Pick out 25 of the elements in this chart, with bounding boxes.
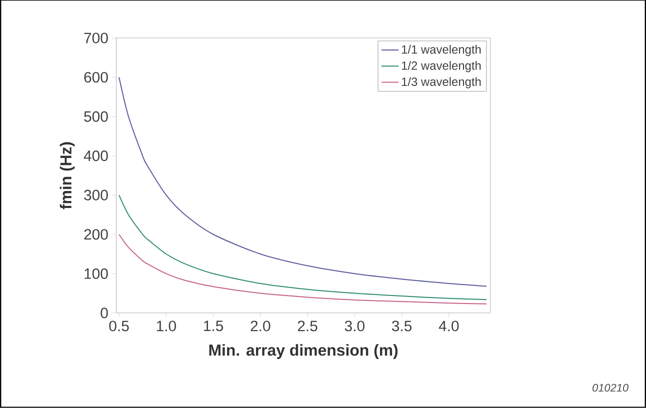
- x-tick-label: 1.5: [204, 320, 224, 332]
- text: 010210: [592, 384, 628, 392]
- x-tick-label: 3.5: [392, 320, 412, 332]
- y-tick-label: 100: [84, 268, 108, 279]
- x-tick-label: 2.0: [250, 320, 270, 332]
- y-tick-label: 700: [84, 32, 108, 44]
- y-tick-label: 300: [84, 190, 108, 200]
- y-tick-label: 600: [84, 72, 108, 83]
- x-tick-label: 1.0: [156, 320, 176, 332]
- x-tick-label: 0.5: [109, 320, 129, 332]
- x-axis-title: Min. array dimension (m): [209, 344, 398, 360]
- line-series: [118, 76, 488, 287]
- legend-label: 1/1 wavelength: [402, 44, 481, 56]
- y-tick-label: 0: [100, 308, 108, 318]
- legend-label: 1/2 wavelength: [402, 61, 481, 72]
- x-tick-label: 2.5: [298, 320, 318, 332]
- x-tick-label: 3.0: [344, 320, 364, 332]
- y-tick-label: 400: [84, 150, 108, 162]
- x-tick-label: 4.0: [438, 320, 459, 332]
- legend-label: 1/3 wavelength: [402, 77, 481, 88]
- y-tick-label: 500: [84, 111, 108, 122]
- line-series: [118, 234, 488, 304]
- line-series: [118, 194, 488, 300]
- y-tick-label: 200: [84, 229, 108, 240]
- y-axis-title: fmin (Hz): [60, 142, 75, 210]
